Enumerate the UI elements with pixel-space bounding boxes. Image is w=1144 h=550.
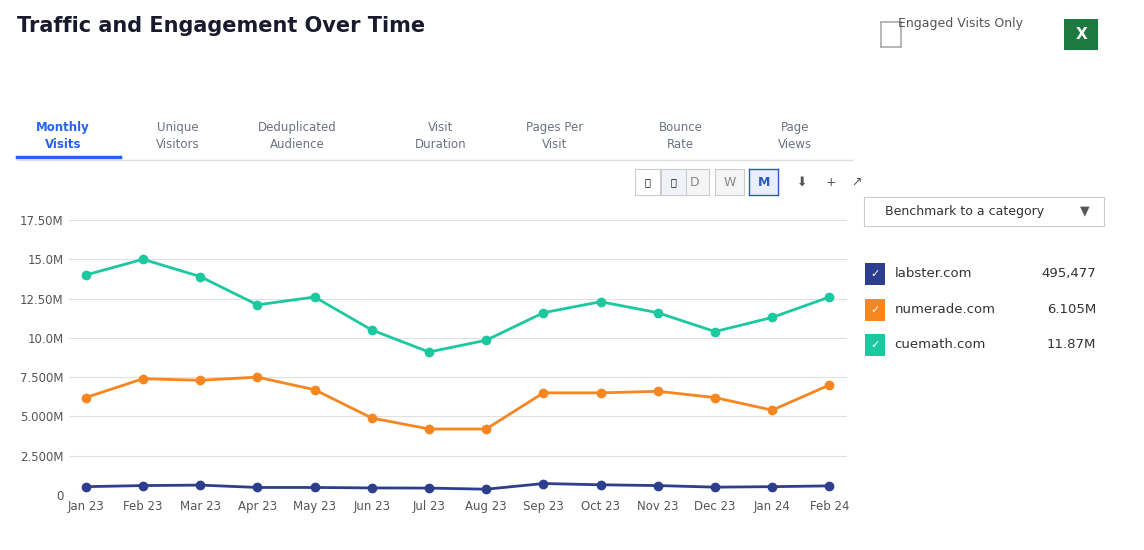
Text: cuemath.com: cuemath.com <box>895 338 986 351</box>
Text: ✓: ✓ <box>871 269 880 279</box>
Text: ▼: ▼ <box>1080 205 1089 218</box>
Text: ✓: ✓ <box>871 340 880 350</box>
Text: Pages Per
Visit: Pages Per Visit <box>526 121 583 151</box>
Text: 495,477: 495,477 <box>1041 267 1096 280</box>
Text: 📊: 📊 <box>644 177 651 187</box>
Text: M: M <box>757 175 770 189</box>
Text: 11.87M: 11.87M <box>1047 338 1096 351</box>
Text: Benchmark to a category: Benchmark to a category <box>885 205 1044 218</box>
Text: Engaged Visits Only: Engaged Visits Only <box>898 16 1023 30</box>
Text: +: + <box>825 175 836 189</box>
Text: 📈: 📈 <box>670 177 677 187</box>
Text: Visit
Duration: Visit Duration <box>414 121 467 151</box>
Text: D: D <box>690 175 700 189</box>
Text: Deduplicated
Audience: Deduplicated Audience <box>259 121 336 151</box>
Text: Unique
Visitors: Unique Visitors <box>156 121 199 151</box>
Text: X: X <box>1075 27 1087 42</box>
Text: Monthly
Visits: Monthly Visits <box>37 121 89 151</box>
Text: Page
Views: Page Views <box>778 121 812 151</box>
Text: Traffic and Engagement Over Time: Traffic and Engagement Over Time <box>17 16 426 36</box>
Text: numerade.com: numerade.com <box>895 302 995 316</box>
Text: labster.com: labster.com <box>895 267 972 280</box>
Text: ✓: ✓ <box>871 305 880 315</box>
Text: Bounce
Rate: Bounce Rate <box>659 121 702 151</box>
Text: 6.105M: 6.105M <box>1047 302 1096 316</box>
Text: ↗: ↗ <box>851 175 863 189</box>
Text: W: W <box>723 175 736 189</box>
Text: ⬇: ⬇ <box>796 175 808 189</box>
